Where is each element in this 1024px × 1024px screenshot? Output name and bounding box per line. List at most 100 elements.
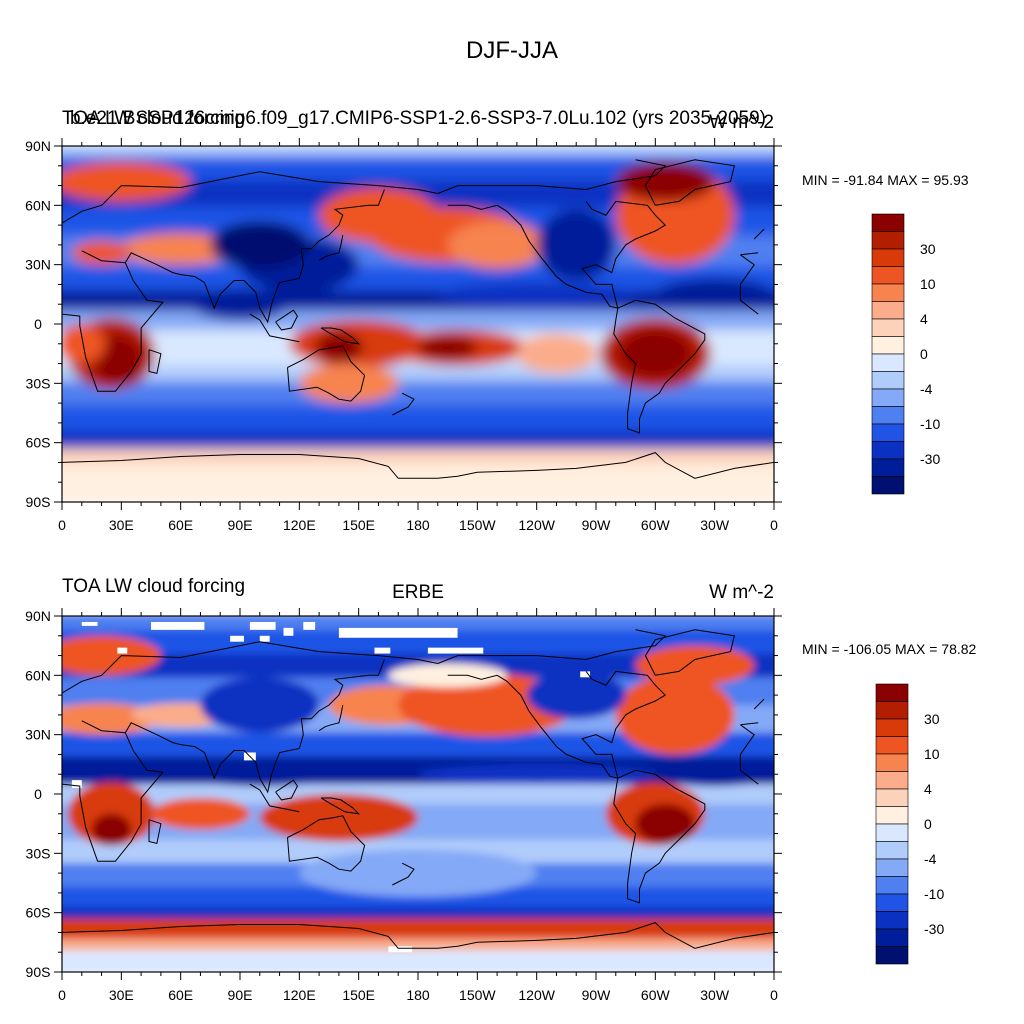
colorbar-swatch [871,318,905,337]
colorbar-label: -4 [920,381,933,397]
coastline [392,392,415,416]
figure-title: DJF-JJA [466,37,558,64]
y-tick-label: 90S [26,494,51,510]
field-region [121,233,240,265]
field-band [62,448,774,469]
field-region [516,333,596,374]
field-region [71,240,132,265]
top-right-title: W m^-2 [709,112,774,133]
field-band [62,430,774,453]
coastline [275,309,298,331]
field-region [91,813,132,846]
y-tick-label: 90N [25,138,51,154]
x-tick-label: 90W [582,987,612,1003]
field-region [388,663,507,688]
field-band [62,886,774,911]
missing-data-patch [249,621,276,630]
field-region [93,335,142,384]
field-region [62,703,157,735]
field-band [62,266,774,295]
y-tick-label: 0 [34,786,42,802]
coastline [318,704,344,732]
field-region [299,363,399,404]
y-tick-label: 90S [26,964,51,980]
missing-data-patch [338,627,458,638]
coastline [148,349,162,375]
colorbar-swatch [875,946,909,965]
y-tick-label: 30N [25,727,51,743]
coastline [124,659,385,794]
missing-data-patch [303,621,316,630]
x-tick-label: 0 [58,987,66,1003]
top-panel: TOA LW cloud forcing b.e21.BSSP126cmip6.… [25,108,969,533]
y-tick-label: 60N [25,667,51,683]
y-tick-label: 60S [26,905,51,921]
colorbar-swatch [875,718,909,737]
colorbar-swatch [875,893,909,912]
bottom-panel: TOA LW cloud forcing ERBE W m^-2 0 30E 60E… [25,576,976,1003]
coastline [287,815,366,872]
x-tick-label: 120W [518,517,555,533]
top-coastlines [62,159,774,479]
field-region [62,324,106,364]
missing-data-patch [151,621,205,630]
coastline [62,641,765,710]
field-region [437,282,636,307]
colorbar-swatch [875,806,909,825]
x-tick-label: 120E [283,517,316,533]
x-tick-label: 180 [406,987,430,1003]
coastline [581,670,667,779]
field-band [62,405,774,435]
colorbar-swatch [875,911,909,930]
y-tick-label: 30S [26,845,51,861]
top-axis-ticks: 0 30E 60E 90E 120E 150E 180 150W 120W 90W 60W 30W 09… [25,138,782,533]
colorbar-swatch [871,283,905,302]
colorbar-swatch [875,876,909,895]
field-region [655,278,774,311]
x-tick-label: 60E [168,987,193,1003]
field-region [62,161,191,202]
coastline [437,159,667,194]
x-tick-label: 150E [342,987,375,1003]
colorbar-label: -10 [924,886,944,902]
field-band [62,464,774,502]
coastline [124,189,385,324]
coastline [613,299,706,434]
missing-data-patch [230,635,244,642]
x-tick-label: 0 [770,987,778,1003]
colorbar-swatch [871,406,905,425]
top-colorbar: 30 10 4 0 -4 -10 -30 [871,213,940,495]
coastline [644,629,736,676]
field-band [62,616,774,634]
field-region [655,762,774,787]
coastline [318,234,344,262]
colorbar-swatch [875,788,909,807]
coastline [249,313,300,343]
colorbar-swatch [875,753,909,772]
colorbar-swatch [871,423,905,442]
x-tick-label: 60W [641,517,671,533]
bottom-center-title: ERBE [392,582,444,603]
colorbar-swatch [875,701,909,720]
x-tick-label: 90E [228,987,253,1003]
missing-data-patch [259,635,270,642]
missing-data-patch [427,647,484,654]
top-min-max: MIN = -91.84 MAX = 95.93 [802,172,969,188]
colorbar-label: 0 [924,816,932,832]
coastline [148,819,162,845]
field-region [615,675,735,755]
field-region [418,764,656,785]
colorbar-swatch [871,441,905,460]
x-tick-label: 60W [641,987,671,1003]
field-region [62,635,161,676]
colorbar-swatch [871,476,905,495]
colorbar-swatch [875,841,909,860]
colorbar-swatch [871,266,905,285]
missing-data-patch [117,647,128,654]
coastline [613,769,706,904]
x-tick-label: 0 [58,517,66,533]
y-tick-label: 90N [25,608,51,624]
coastline [62,250,759,392]
field-region [615,161,715,202]
